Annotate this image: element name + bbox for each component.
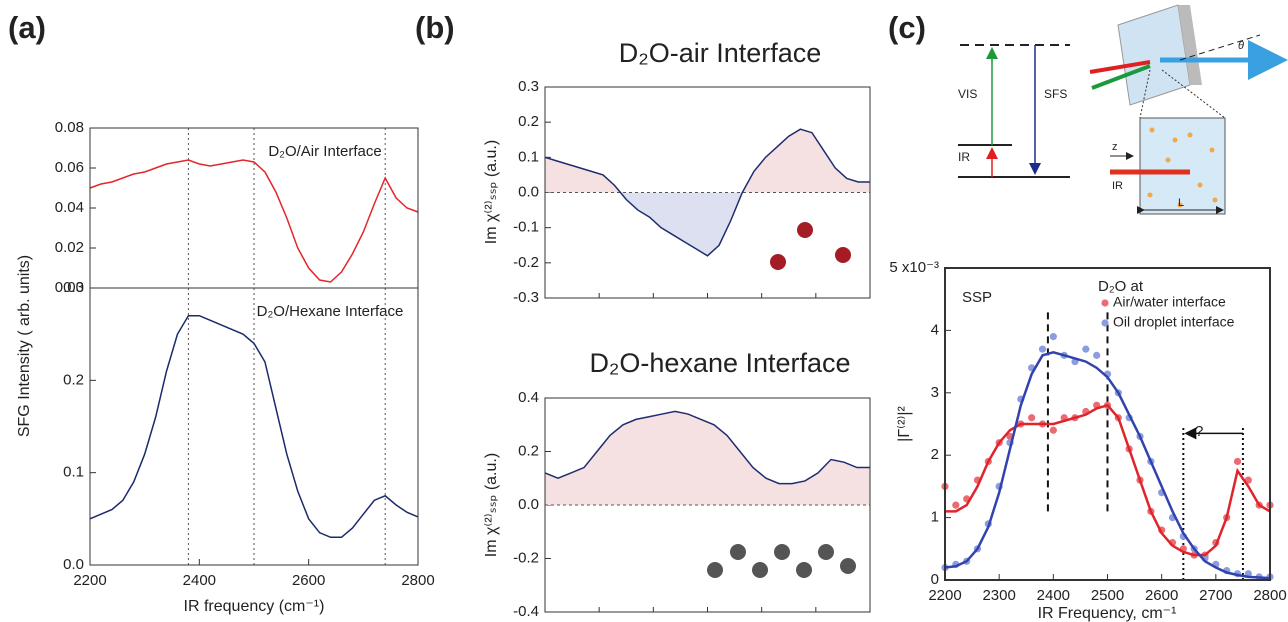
legend-label: Air/water interface [1113, 294, 1226, 310]
annotation: D₂O/Air Interface [268, 143, 381, 160]
y-tick-label: 0.4 [518, 389, 539, 406]
x-tick-label: 2400 [1037, 587, 1070, 604]
y-tick-label: 0.02 [55, 239, 84, 256]
legend-label: Oil droplet interface [1113, 314, 1235, 330]
y-tick-label: -0.2 [513, 254, 539, 271]
x-tick-label: 2800 [401, 572, 434, 589]
y-tick-label: -0.4 [513, 603, 539, 620]
x-tick-label: 2400 [183, 572, 216, 589]
y-tick-label: 0.1 [63, 464, 84, 481]
area-fill [545, 411, 870, 505]
y-tick-label: 0.2 [63, 371, 84, 388]
y-axis-label: Im χ⁽²⁾ₛₛₚ (a.u.) [483, 453, 500, 557]
y-axis-label: SFG Intensity ( arb. units) [16, 255, 33, 437]
x-axis-label: IR Frequency, cm⁻¹ [1038, 605, 1177, 622]
y-tick-label: 0.0 [63, 556, 84, 573]
y-tick-label: 0.2 [518, 113, 539, 130]
y-axis-label: |Γ⁽²⁾|² [896, 406, 913, 442]
y-tick-label: -0.1 [513, 219, 539, 236]
fit-line [945, 403, 1271, 557]
diagram-label: z [1112, 141, 1118, 153]
x-tick-label: 2200 [928, 587, 961, 604]
y-tick-label: 0.1 [518, 148, 539, 165]
data-point [1049, 333, 1057, 341]
y-tick-label: 0.2 [518, 442, 539, 459]
plot-frame [89, 287, 419, 566]
data-point [1049, 426, 1057, 434]
y-tick-label: 0.04 [55, 199, 84, 216]
x-tick-label: 2600 [292, 572, 325, 589]
y-tick-label: 0 [931, 571, 939, 588]
x-tick-label: 2700 [1199, 587, 1232, 604]
x-tick-label: 2600 [1145, 587, 1178, 604]
data-point [952, 501, 960, 509]
annotation: D₂O at [1098, 278, 1144, 295]
y-tick-label: 0.00 [55, 279, 84, 296]
legend-marker [1101, 299, 1109, 307]
molecule-icons [707, 222, 856, 578]
chart-title: D₂O-hexane Interface [589, 348, 850, 378]
data-line [89, 159, 419, 283]
diagram-label: IR [1112, 180, 1123, 192]
beam-geometry: θ z IR L [1089, 4, 1288, 215]
plot-frame [944, 267, 1271, 581]
diagram-label: θ [1238, 40, 1244, 52]
y-tick-label: 0.0 [518, 496, 539, 513]
y-tick-label: 3 [931, 384, 939, 401]
x-tick-label: 2800 [1253, 587, 1286, 604]
diagram-label: L [1178, 197, 1184, 209]
area-fill [545, 192, 870, 256]
panel-label: (a) [8, 10, 46, 45]
diagram-label: IR [958, 150, 970, 164]
area-fill [545, 129, 870, 193]
data-point [1082, 345, 1090, 353]
legend-marker [1101, 319, 1109, 327]
data-point [1038, 345, 1047, 353]
y-tick-label: 0.0 [518, 183, 539, 200]
data-line [544, 410, 870, 485]
plot-frame [544, 86, 871, 299]
data-point [1233, 457, 1242, 466]
panel-label: (c) [888, 10, 926, 45]
y-tick-label: 4 [931, 321, 939, 338]
y-tick-label: 1 [931, 509, 939, 526]
panel-label: (b) [415, 10, 455, 45]
y-tick-label: 5 x10⁻³ [889, 259, 939, 276]
diagram-label: VIS [958, 87, 977, 101]
y-tick-label: -0.2 [513, 549, 539, 566]
annotation: ? [1195, 423, 1203, 440]
fit-line [944, 350, 1271, 580]
y-axis-label: Im χ⁽²⁾ₛₛₚ (a.u.) [483, 140, 500, 244]
data-point [1093, 351, 1101, 359]
x-axis-label: IR frequency (cm⁻¹) [184, 598, 325, 615]
y-tick-label: 0.06 [55, 159, 84, 176]
data-line [544, 128, 870, 257]
annotation: D₂O/Hexane Interface [257, 303, 404, 320]
data-line [89, 314, 419, 539]
y-tick-label: 0.08 [55, 119, 84, 136]
data-point [1028, 414, 1036, 422]
y-tick-label: 0.3 [518, 78, 539, 95]
x-tick-label: 2300 [982, 587, 1015, 604]
x-tick-label: 2500 [1091, 587, 1124, 604]
x-tick-label: 2200 [73, 572, 106, 589]
chart-title: D₂O-air Interface [619, 38, 822, 68]
y-tick-label: 0.3 [63, 279, 84, 296]
plot-frame [544, 397, 871, 613]
annotation: SSP [962, 289, 992, 306]
y-tick-label: -0.3 [513, 289, 539, 306]
energy-diagram: VIS SFS IR [958, 44, 1070, 178]
diagram-label: SFS [1044, 87, 1067, 101]
y-tick-label: 2 [931, 446, 939, 463]
